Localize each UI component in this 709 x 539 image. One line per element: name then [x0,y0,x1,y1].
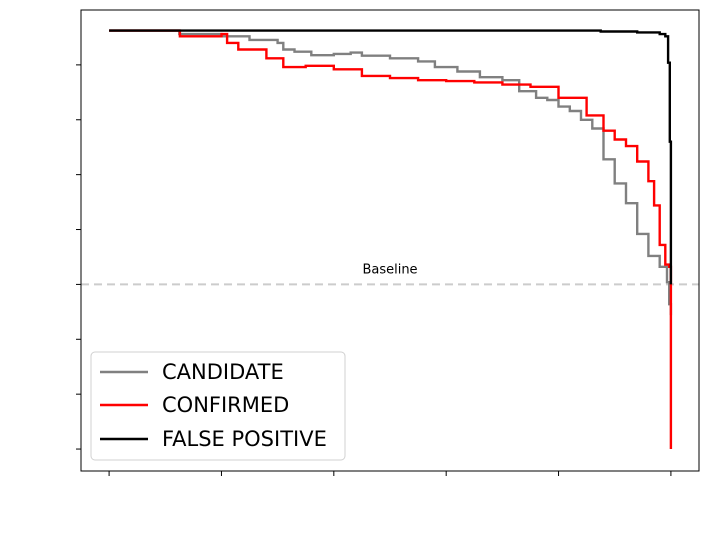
series-lines [109,29,673,449]
series-line-confirmed [109,29,673,449]
legend-box [90,351,346,461]
axes-frame [80,9,700,472]
legend: CANDIDATE CONFIRMED FALSE POSITIVE [90,351,346,461]
legend-label-false-positive: FALSE POSITIVE [162,427,327,451]
legend-label-candidate: CANDIDATE [162,360,284,384]
baseline-label: Baseline [362,262,417,277]
y-axis-ticks [76,64,81,450]
series-line-candidate [109,29,673,316]
x-axis-ticks [108,471,672,476]
series-line-false-positive [109,29,673,285]
legend-label-confirmed: CONFIRMED [162,393,289,417]
